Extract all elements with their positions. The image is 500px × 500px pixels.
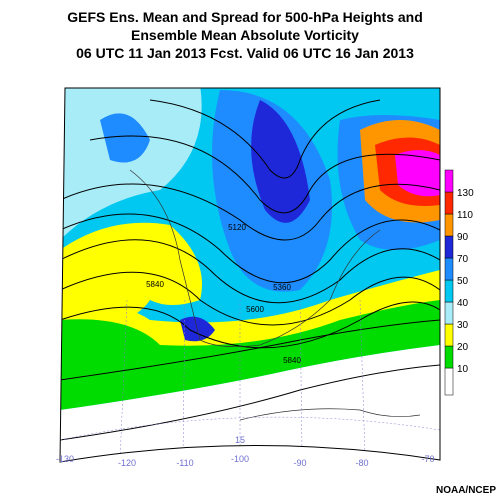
title-line: GEFS Ens. Mean and Spread for 500-hPa He… [67, 9, 423, 25]
colorbar-segment [444, 257, 454, 281]
contour-label: 5600 [246, 305, 264, 314]
longitude-label: -70 [421, 454, 434, 464]
colorbar-label: 70 [457, 254, 469, 265]
map-border [59, 87, 441, 463]
longitude-label: -110 [176, 458, 193, 468]
contour-label: 5360 [273, 283, 291, 292]
colorbar-segment [444, 367, 454, 396]
colorbar-label: 40 [457, 298, 469, 309]
colorbar-segment [444, 345, 454, 369]
contour-label: 5840 [283, 356, 301, 365]
longitude-label: -130 [56, 454, 74, 464]
longitude-label: -120 [118, 458, 136, 468]
colorbar-segment [444, 279, 454, 303]
map-field [60, 88, 440, 462]
colorbar-segment [444, 323, 454, 347]
colorbar: 10 20 30 40 50 70 90 110 130 [444, 169, 474, 396]
colorbar-segment [444, 213, 454, 237]
colorbar-label: 50 [457, 276, 469, 287]
colorbar-segment [444, 169, 454, 193]
colorbar-segment [444, 301, 454, 325]
colorbar-label: 20 [457, 342, 469, 353]
credit: NOAA/NCEP [436, 485, 496, 496]
colorbar-label: 90 [457, 232, 469, 243]
colorbar-label: 130 [457, 188, 474, 199]
title-line: Ensemble Mean Absolute Vorticity [131, 27, 359, 43]
colorbar-label: 10 [457, 364, 469, 375]
colorbar-segment [444, 191, 454, 215]
contour-label: 5840 [146, 280, 164, 289]
title-line: 06 UTC 11 Jan 2013 Fcst. Valid 06 UTC 16… [76, 45, 414, 61]
colorbar-label: 110 [457, 210, 473, 221]
longitude-label: -80 [355, 458, 368, 468]
longitude-label: -100 [231, 454, 249, 464]
longitude-label: -90 [293, 458, 306, 468]
colorbar-label: 30 [457, 320, 469, 331]
latitude-label: 15 [235, 435, 245, 445]
contour-label: 5120 [228, 223, 246, 232]
colorbar-segment [444, 235, 454, 259]
